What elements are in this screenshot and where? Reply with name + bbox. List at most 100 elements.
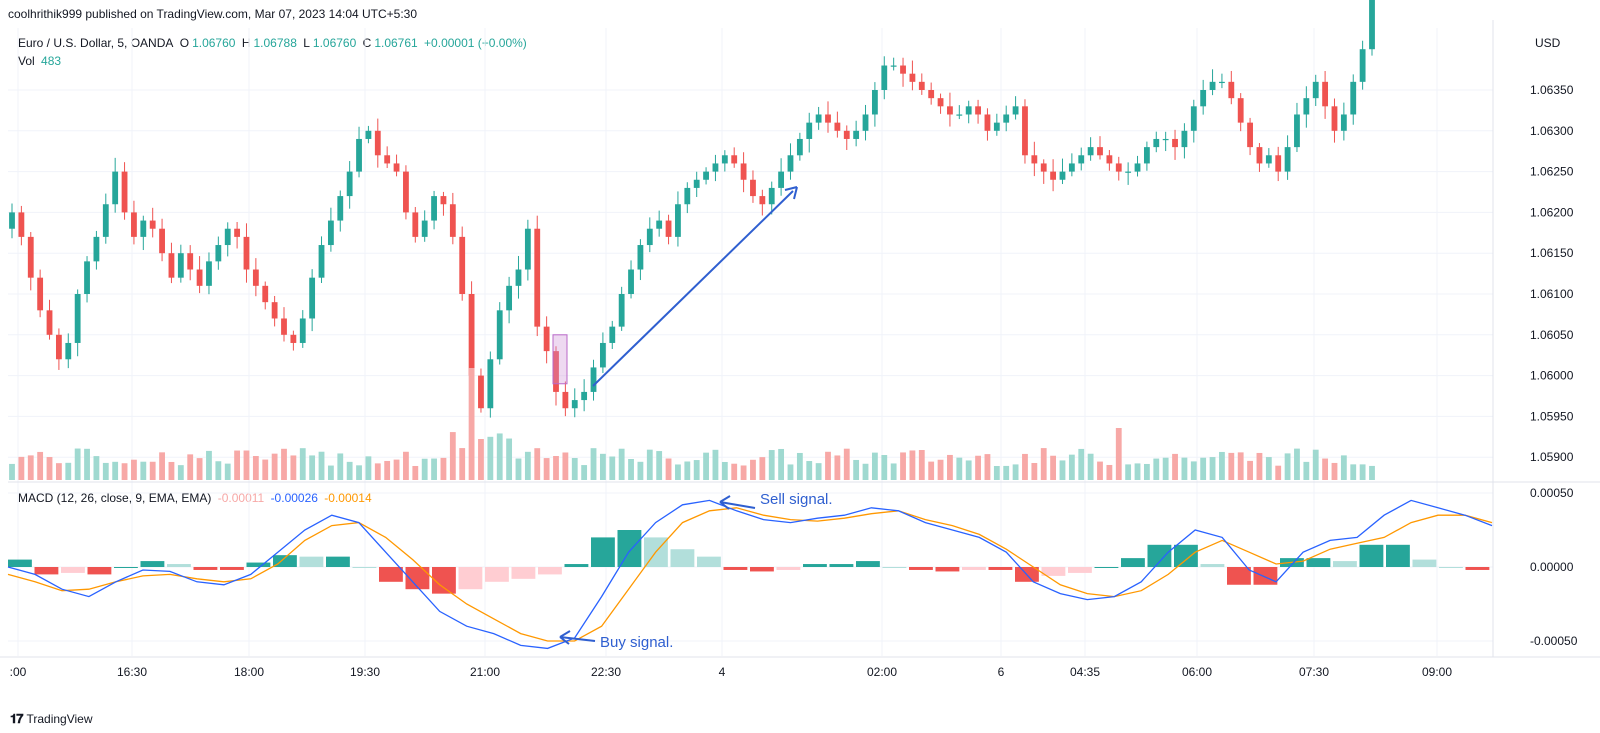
volume-bar: [553, 456, 559, 480]
candle-body: [947, 106, 953, 115]
volume-bar: [27, 455, 34, 480]
volume-bar: [665, 458, 672, 480]
macd-tick-0: 0.00050: [1530, 486, 1574, 500]
volume-label[interactable]: Vol: [18, 54, 35, 68]
macd-signal-line: [7, 507, 1493, 642]
volume-bar: [140, 461, 147, 480]
volume-bar: [496, 433, 503, 480]
tradingview-logo-icon[interactable]: 𝟏𝟕: [10, 711, 24, 726]
time-tick-12: 09:00: [1422, 665, 1452, 679]
candle-body: [628, 269, 634, 294]
candle-body: [693, 179, 700, 188]
candle-body: [637, 245, 644, 270]
symbol-name[interactable]: Euro / U.S. Dollar, 5, OANDA: [18, 36, 174, 50]
candle-body: [581, 391, 588, 401]
macd-histogram-bar: [909, 567, 933, 570]
candle-body: [252, 269, 259, 286]
volume-bar: [928, 461, 935, 480]
candle-body: [187, 253, 194, 270]
candle-body: [1153, 138, 1160, 148]
candle-body: [993, 122, 1000, 131]
volume-bar: [778, 448, 785, 480]
candle-body: [1050, 171, 1057, 180]
volume-bar: [393, 459, 400, 480]
candle-body: [327, 220, 334, 246]
candle-body: [1059, 171, 1066, 180]
candle-body: [1237, 98, 1244, 123]
macd-histogram-bar: [803, 564, 827, 567]
macd-histogram-bar: [538, 567, 562, 575]
candle-body: [646, 228, 653, 246]
volume-bar: [74, 448, 81, 480]
volume-bar: [646, 449, 653, 480]
volume-bar: [1228, 452, 1235, 480]
candle-body: [1200, 90, 1207, 107]
buy-signal-label: Buy signal.: [600, 634, 673, 651]
volume-bar: [675, 464, 681, 480]
macd-histogram-bar: [1094, 567, 1119, 568]
volume-bar: [1078, 448, 1085, 480]
candle-body: [740, 163, 747, 180]
volume-bar: [1275, 465, 1282, 480]
volume-bar: [731, 463, 738, 480]
volume-bar: [984, 454, 991, 480]
volume-bar: [768, 450, 775, 480]
macd-histogram-bar: [988, 567, 1013, 570]
macd-signal-value: -0.00014: [324, 491, 372, 505]
candle-body: [1369, 0, 1375, 50]
candle-body: [618, 294, 625, 327]
candle-body: [1312, 81, 1319, 99]
candle-body: [684, 187, 691, 205]
volume-bar: [234, 450, 241, 480]
macd-histogram-bar: [379, 567, 403, 582]
candle-body: [806, 122, 813, 139]
candle-body: [281, 318, 287, 335]
volume-bar: [637, 461, 644, 480]
footer-brand[interactable]: TradingView: [26, 712, 93, 726]
candle-body: [1031, 155, 1038, 164]
candle-body: [1040, 163, 1047, 172]
candle-body: [271, 302, 278, 319]
volume-bar: [1022, 453, 1028, 480]
volume-bar: [346, 461, 353, 480]
candle-body: [890, 65, 897, 67]
macd-histogram-bar: [432, 567, 456, 594]
macd-histogram-bar: [829, 564, 854, 567]
macd-histogram-bar: [326, 556, 350, 567]
macd-label[interactable]: MACD (12, 26, close, 9, EMA, EMA): [18, 491, 212, 505]
volume-bar: [262, 459, 269, 480]
volume-bar: [1143, 463, 1150, 480]
volume-bar: [1040, 448, 1047, 480]
candle-body: [524, 228, 531, 270]
volume-bar: [1322, 458, 1329, 480]
candle-body: [468, 294, 475, 376]
volume-bar: [1190, 461, 1197, 480]
candle-body: [1265, 155, 1272, 164]
time-tick-3: 19:30: [350, 665, 380, 679]
macd-histogram-bar: [1121, 558, 1145, 567]
volume-bar: [750, 459, 756, 480]
volume-bar: [1106, 464, 1113, 480]
volume-bar: [412, 465, 419, 480]
candle-body: [1078, 155, 1085, 164]
candle-body: [46, 310, 53, 335]
price-tick-3: 1.06200: [1530, 205, 1574, 219]
volume-bar: [871, 452, 878, 480]
candle-body: [721, 155, 728, 164]
candle-body: [1106, 155, 1113, 164]
volume-bar: [787, 464, 794, 480]
candle-body: [168, 253, 175, 278]
volume-bar: [65, 462, 72, 480]
volume-bar: [93, 456, 100, 480]
volume-bar: [243, 450, 250, 480]
candle-body: [74, 294, 81, 343]
volume-bar: [281, 448, 287, 480]
candle-body: [665, 220, 672, 237]
volume-bar: [947, 454, 953, 480]
time-tick-1: 16:30: [117, 665, 147, 679]
volume-bar: [909, 450, 916, 480]
volume-bar: [384, 460, 391, 480]
macd-histogram-bar: [8, 559, 32, 567]
candle-body: [1256, 147, 1263, 164]
